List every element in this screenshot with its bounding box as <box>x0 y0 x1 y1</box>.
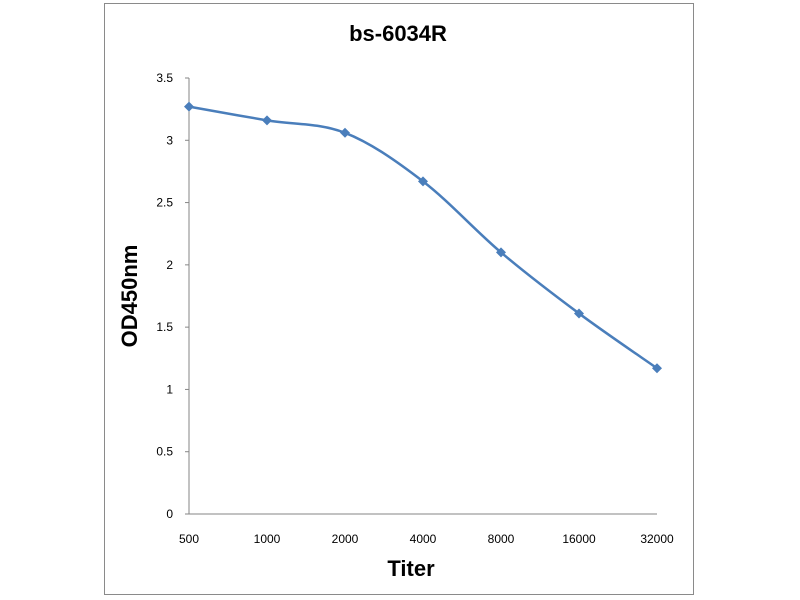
data-point-marker <box>652 363 662 374</box>
y-tick-label: 3 <box>166 133 173 147</box>
data-point-marker <box>184 101 194 112</box>
x-axis-title: Titer <box>387 556 435 581</box>
series-group <box>184 101 662 374</box>
x-tick-label: 500 <box>179 532 199 546</box>
y-tick-label: 0 <box>166 507 173 521</box>
data-point-marker <box>496 247 506 258</box>
chart-frame <box>104 3 694 595</box>
y-tick-label: 3.5 <box>156 71 173 85</box>
data-point-marker <box>340 127 350 138</box>
data-point-marker <box>574 308 584 319</box>
y-tick-label: 1 <box>166 382 173 396</box>
data-point-marker <box>418 176 428 187</box>
y-tick-label: 2 <box>166 258 173 272</box>
y-axis-ticks: 0 0.5 1 1.5 2 2.5 3 3.5 <box>156 71 189 521</box>
y-tick-label: 1.5 <box>156 320 173 334</box>
y-tick-label: 2.5 <box>156 196 173 210</box>
x-tick-label: 8000 <box>488 532 515 546</box>
x-tick-label: 2000 <box>332 532 359 546</box>
chart-title: bs-6034R <box>349 21 447 46</box>
x-tick-label: 4000 <box>410 532 437 546</box>
x-tick-label: 16000 <box>562 532 596 546</box>
series-line <box>188 105 658 370</box>
x-tick-label: 32000 <box>640 532 674 546</box>
x-axis-ticks: 500 1000 2000 4000 8000 16000 32000 <box>179 532 674 546</box>
y-axis-title: OD450nm <box>117 245 142 348</box>
x-tick-label: 1000 <box>254 532 281 546</box>
data-point-marker <box>262 115 272 126</box>
y-tick-label: 0.5 <box>156 445 173 459</box>
